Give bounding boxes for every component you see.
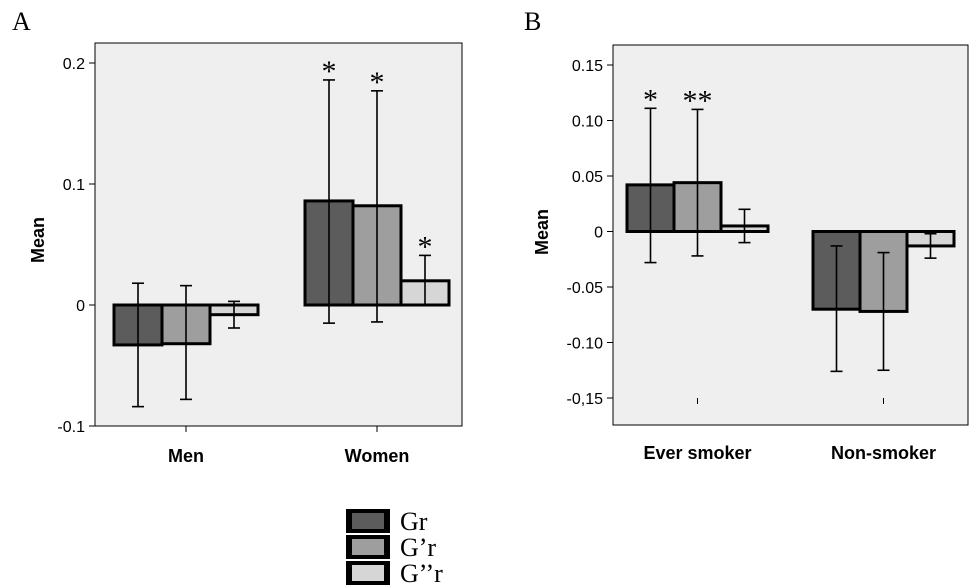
x-category-label-a: Women [345, 446, 410, 466]
y-tick-label-a: 0 [76, 298, 85, 315]
y-axis-label-a: Mean [28, 217, 48, 263]
significance-mark-a: * [418, 230, 433, 263]
y-tick-label-b: 0.10 [572, 114, 603, 131]
legend-swatch [352, 539, 384, 555]
y-ticks-b: -0,15 -0.10 -0.05 0 0.05 0.10 0.15 [567, 58, 613, 408]
x-categories-a: Men Women [168, 426, 409, 466]
legend-label: Gr [400, 507, 428, 536]
y-tick-label-b: 0.05 [572, 169, 603, 186]
y-tick-label-a: 0.1 [63, 177, 85, 194]
y-ticks-a: -0.1 0 0.1 0.2 [57, 56, 95, 436]
x-category-label-b: Non-smoker [831, 443, 936, 463]
panel-label-b: B [524, 7, 541, 36]
plot-area-a [94, 42, 463, 427]
x-category-label-b: Ever smoker [643, 443, 751, 463]
y-tick-label-b: 0 [594, 225, 603, 242]
panel-label-a: A [12, 7, 31, 36]
bars-a: * * * [112, 55, 451, 408]
legend: GrG’rG’’r [346, 507, 443, 586]
significance-mark-b: ** [683, 84, 713, 117]
y-tick-label-b: -0.05 [567, 280, 604, 297]
y-tick-label-b: -0,15 [567, 391, 604, 408]
y-tick-label-b: 0.15 [572, 58, 603, 75]
y-tick-label-a: 0.2 [63, 56, 85, 73]
y-tick-label-b: -0.10 [567, 336, 604, 353]
y-tick-label-a: -0.1 [57, 419, 85, 436]
legend-label: G’r [400, 533, 436, 562]
legend-swatch [352, 513, 384, 529]
bars-b: * ** [625, 83, 956, 373]
significance-mark-a: * [370, 66, 385, 99]
legend-label: G’’r [400, 559, 443, 586]
y-axis-label-b: Mean [532, 209, 552, 255]
significance-mark-b: * [643, 83, 658, 116]
legend-swatch [352, 565, 384, 581]
x-categories-b: Ever smoker Non-smoker [643, 398, 936, 463]
significance-mark-a: * [322, 55, 337, 88]
x-category-label-a: Men [168, 446, 204, 466]
panel-a: A Mean -0.1 0 0.1 0.2 * * * Men Women [12, 7, 463, 466]
